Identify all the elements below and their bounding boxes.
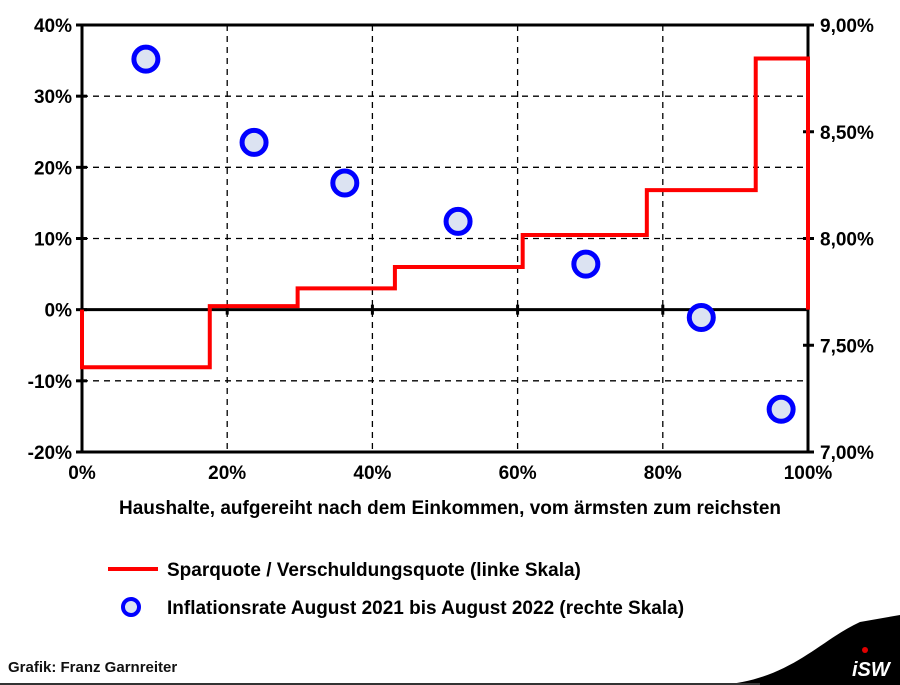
y-right-tick-label: 7,00% (820, 443, 874, 464)
inflation-point (131, 44, 161, 74)
inflation-point (239, 127, 269, 157)
legend-label-sparquote: Sparquote / Verschuldungsquote (linke Sk… (167, 560, 581, 581)
y-right-tick-label: 8,00% (820, 230, 874, 251)
inflation-point (766, 394, 796, 424)
inflation-point (686, 302, 716, 332)
y-left-tick-label: -20% (28, 443, 72, 464)
x-axis-label: Haushalte, aufgereiht nach dem Einkommen… (119, 498, 781, 519)
x-tick-label: 60% (499, 463, 537, 484)
y-right-tick-label: 7,50% (820, 336, 874, 357)
series (80, 44, 810, 424)
x-tick-label: 20% (208, 463, 246, 484)
y-left-tick-label: 10% (34, 230, 72, 251)
y-left-tick-label: 30% (34, 87, 72, 108)
y-left-tick-label: 0% (45, 301, 73, 322)
y-left-tick-label: -10% (28, 372, 72, 393)
logo-dot (862, 647, 868, 653)
x-tick-label: 80% (644, 463, 682, 484)
inflation-point (330, 168, 360, 198)
x-tick-label: 100% (784, 463, 833, 484)
axes: 40%30%20%10%0%-10%-20%0% 20% 40% 60% 80% 100%… (28, 16, 874, 484)
isw-logo: iSW (852, 659, 892, 681)
sparquote-step-line (80, 56, 810, 370)
x-tick-label: 40% (353, 463, 391, 484)
footer: Grafik: Franz Garnreiter iSW (0, 615, 900, 685)
x-tick-label: 0% (68, 463, 96, 484)
inflation-point (443, 206, 473, 236)
legend-marker-swatch (121, 597, 141, 617)
legend-label-inflation: Inflationsrate August 2021 bis August 20… (167, 598, 684, 619)
y-right-tick-label: 9,00% (820, 16, 874, 37)
y-left-tick-label: 20% (34, 158, 72, 179)
inflation-point (571, 249, 601, 279)
grid (82, 25, 808, 452)
y-right-tick-label: 8,50% (820, 123, 874, 144)
credit-text: Grafik: Franz Garnreiter (8, 659, 177, 676)
y-left-tick-label: 40% (34, 16, 72, 37)
logo-swoosh (720, 615, 900, 685)
legend: Sparquote / Verschuldungsquote (linke Sk… (108, 560, 684, 619)
